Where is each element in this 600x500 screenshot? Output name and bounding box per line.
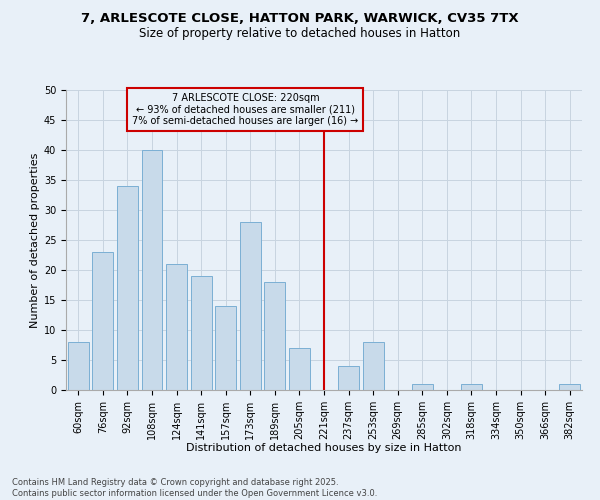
Bar [92, 252, 113, 390]
Bar [289, 348, 310, 390]
Bar [215, 306, 236, 390]
X-axis label: Distribution of detached houses by size in Hatton: Distribution of detached houses by size … [186, 444, 462, 454]
Bar [166, 264, 187, 390]
Bar [191, 276, 212, 390]
Bar [362, 342, 383, 390]
Bar [338, 366, 359, 390]
Y-axis label: Number of detached properties: Number of detached properties [29, 152, 40, 328]
Text: 7 ARLESCOTE CLOSE: 220sqm
← 93% of detached houses are smaller (211)
7% of semi-: 7 ARLESCOTE CLOSE: 220sqm ← 93% of detac… [132, 93, 358, 126]
Bar [461, 384, 482, 390]
Bar [117, 186, 138, 390]
Text: Size of property relative to detached houses in Hatton: Size of property relative to detached ho… [139, 28, 461, 40]
Bar [265, 282, 286, 390]
Bar [559, 384, 580, 390]
Text: Contains HM Land Registry data © Crown copyright and database right 2025.
Contai: Contains HM Land Registry data © Crown c… [12, 478, 377, 498]
Bar [412, 384, 433, 390]
Bar [68, 342, 89, 390]
Text: 7, ARLESCOTE CLOSE, HATTON PARK, WARWICK, CV35 7TX: 7, ARLESCOTE CLOSE, HATTON PARK, WARWICK… [81, 12, 519, 26]
Bar [240, 222, 261, 390]
Bar [142, 150, 163, 390]
